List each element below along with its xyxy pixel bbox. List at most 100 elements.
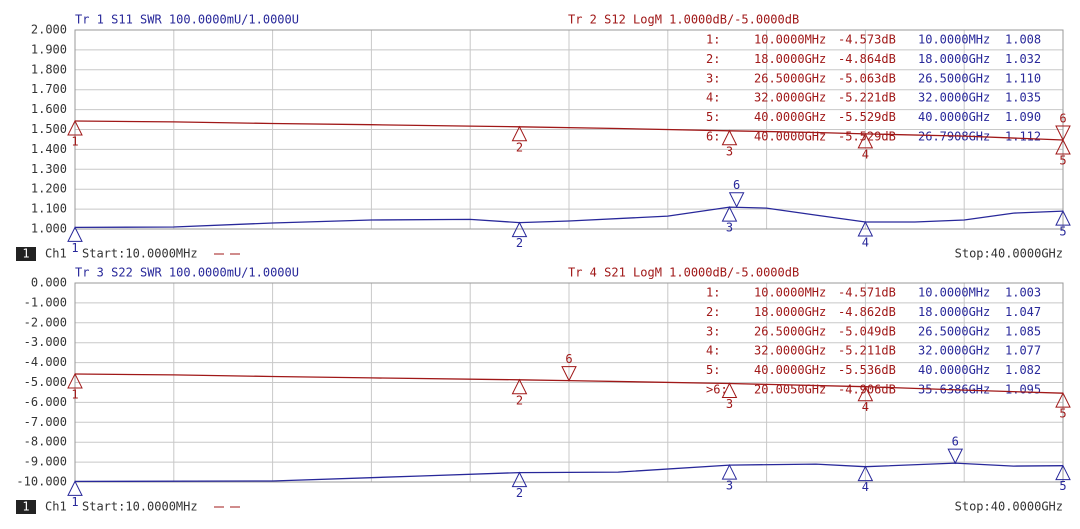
marker	[721, 463, 738, 480]
marker-table-cell: 10.0000MHz	[918, 286, 990, 300]
marker	[561, 366, 577, 382]
marker-label: 5	[1059, 407, 1066, 421]
y-tick-label: 1.900	[31, 42, 67, 56]
marker	[1055, 392, 1071, 408]
marker	[67, 480, 83, 496]
marker-label: 1	[71, 135, 78, 149]
marker-table-cell: -5.049dB	[838, 324, 896, 338]
marker-table-cell: 4:	[706, 91, 720, 105]
marker-label: 2	[516, 140, 523, 154]
y-tick-label: -7.000	[24, 415, 67, 429]
marker-table-cell: -5.529dB	[838, 130, 896, 144]
marker-table-cell: 26.5000GHz	[754, 324, 826, 338]
marker	[721, 382, 738, 398]
marker-label: 3	[726, 144, 733, 158]
marker-table-cell: 1.008	[1005, 33, 1041, 47]
y-tick-label: 1.800	[31, 62, 67, 76]
marker-label: 3	[726, 397, 733, 411]
stop-label: Stop:40.0000GHz	[955, 247, 1063, 261]
marker-table-cell: 1.110	[1005, 71, 1041, 85]
marker	[511, 221, 528, 238]
marker-table-cell: 3:	[706, 324, 720, 338]
marker-table-cell: 6:	[706, 130, 720, 144]
y-tick-label: -6.000	[24, 395, 67, 409]
marker-table-cell: 1.085	[1005, 324, 1041, 338]
y-tick-label: -2.000	[24, 315, 67, 329]
marker-table-cell: -5.221dB	[838, 91, 896, 105]
marker-table-cell: 40.0000GHz	[918, 110, 990, 124]
marker-table-cell: 40.0000GHz	[918, 363, 990, 377]
y-tick-label: 1.700	[31, 82, 67, 96]
marker-label: 5	[1059, 154, 1066, 168]
marker-table-cell: 2:	[706, 305, 720, 319]
marker	[511, 125, 528, 142]
marker-table-cell: 1.032	[1005, 52, 1041, 66]
plot-frame	[74, 282, 1064, 483]
marker-label: 6	[1059, 112, 1066, 126]
y-tick-label: 1.200	[31, 182, 67, 196]
y-tick-label: 2.000	[31, 23, 67, 37]
marker	[857, 465, 874, 482]
marker-table-cell: 1.112	[1005, 130, 1041, 144]
y-tick-label: -8.000	[24, 435, 67, 449]
marker-table-cell: 18.0000GHz	[754, 52, 826, 66]
marker-table-cell: -4.571dB	[838, 286, 896, 300]
marker-table-cell: 1.090	[1005, 110, 1041, 124]
marker-table-cell: 40.0000GHz	[754, 110, 826, 124]
marker-table-cell: 1.095	[1005, 383, 1041, 397]
marker-table-cell: 10.0000MHz	[754, 286, 826, 300]
marker-table-cell: -4.862dB	[838, 305, 896, 319]
marker	[857, 220, 874, 237]
marker-label: 1	[71, 241, 78, 255]
marker-table-cell: 40.0000GHz	[754, 130, 826, 144]
marker-table-cell: 2:	[706, 52, 720, 66]
marker-label: 2	[516, 393, 523, 407]
plot-frame	[74, 29, 1064, 230]
channel-number: 1	[22, 247, 29, 261]
marker-table-cell: 4:	[706, 344, 720, 358]
marker-table-cell: -5.536dB	[838, 363, 896, 377]
marker-table-cell: 10.0000MHz	[918, 33, 990, 47]
marker	[947, 448, 964, 465]
marker-table-cell: 1:	[706, 286, 720, 300]
y-tick-label: -3.000	[24, 335, 67, 349]
y-tick-label: -4.000	[24, 355, 67, 369]
marker	[721, 205, 738, 222]
marker-table-cell: 3:	[706, 71, 720, 85]
marker-table-cell: -4.864dB	[838, 52, 896, 66]
marker-table-cell: >6:	[706, 383, 728, 397]
marker-label: 2	[516, 236, 523, 250]
channel-number: 1	[22, 500, 29, 514]
marker-label: 1	[71, 387, 78, 401]
marker-label: 5	[1059, 479, 1066, 493]
marker-table-cell: 18.0000GHz	[754, 305, 826, 319]
marker-label: 1	[71, 495, 78, 509]
marker-table-cell: -5.529dB	[838, 110, 896, 124]
marker-table-cell: 1:	[706, 33, 720, 47]
channel-box	[16, 500, 36, 514]
marker-table-cell: 10.0000MHz	[754, 33, 826, 47]
marker-label: 4	[862, 147, 869, 161]
marker	[511, 378, 528, 395]
marker-label: 3	[726, 221, 733, 235]
marker-table-cell: 1.003	[1005, 286, 1041, 300]
channel-box	[16, 247, 36, 261]
marker-table-cell: 26.5000GHz	[918, 71, 990, 85]
marker-table-cell: -5.063dB	[838, 71, 896, 85]
trace-label: Tr 1 S11 SWR 100.0000mU/1.0000U	[75, 13, 299, 27]
trace-label: Tr 2 S12 LogM 1.0000dB/-5.0000dB	[568, 13, 799, 27]
marker-label: 6	[952, 435, 959, 449]
y-tick-label: 1.100	[31, 202, 67, 216]
y-tick-label: 1.300	[31, 162, 67, 176]
marker	[721, 129, 738, 146]
marker-table-cell: 26.5000GHz	[754, 71, 826, 85]
y-tick-label: -10.000	[16, 475, 67, 489]
channel-label: Ch1	[45, 500, 67, 514]
marker	[1055, 125, 1071, 142]
marker-label: 6	[733, 178, 740, 192]
marker-table-cell: 1.082	[1005, 363, 1041, 377]
marker-table-cell: 1.077	[1005, 344, 1041, 358]
marker-table-cell: 20.0050GHz	[754, 383, 826, 397]
marker-table-cell: 32.0000GHz	[918, 91, 990, 105]
marker	[511, 471, 528, 488]
